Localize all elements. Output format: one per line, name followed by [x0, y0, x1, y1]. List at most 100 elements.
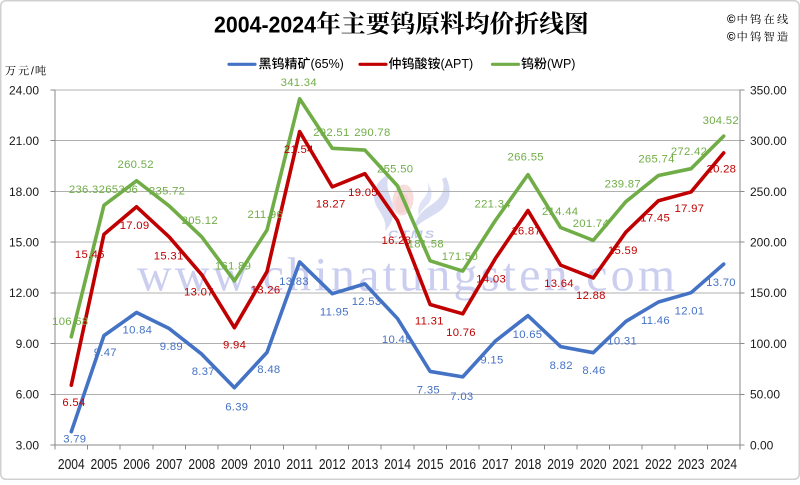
svg-text:20.28: 20.28 [707, 163, 737, 175]
svg-text:8.46: 8.46 [582, 365, 605, 377]
svg-text:2022: 2022 [645, 457, 672, 473]
svg-text:CTMS: CTMS [388, 229, 436, 241]
svg-text:21.54: 21.54 [284, 144, 314, 156]
svg-text:13.83: 13.83 [279, 276, 309, 288]
svg-text:10.84: 10.84 [123, 325, 153, 337]
svg-text:3.00: 3.00 [16, 438, 40, 452]
svg-text:2021: 2021 [612, 457, 639, 473]
svg-text:13.26: 13.26 [251, 284, 281, 296]
svg-text:15.00: 15.00 [9, 235, 39, 249]
svg-text:200.00: 200.00 [750, 235, 787, 249]
svg-text:9.00: 9.00 [16, 337, 40, 351]
svg-text:12.00: 12.00 [9, 286, 39, 300]
svg-text:13.70: 13.70 [706, 277, 736, 289]
svg-text:2006: 2006 [123, 457, 150, 473]
svg-text:18.27: 18.27 [316, 198, 346, 210]
svg-text:17.97: 17.97 [675, 203, 705, 215]
svg-text:2010: 2010 [254, 457, 281, 473]
svg-text:106.68: 106.68 [52, 316, 88, 328]
svg-text:304.52: 304.52 [703, 115, 739, 127]
svg-text:2009: 2009 [221, 457, 248, 473]
svg-text:10.48: 10.48 [382, 334, 412, 346]
svg-text:15.59: 15.59 [608, 245, 638, 257]
svg-text:17.09: 17.09 [120, 220, 150, 232]
svg-text:10.76: 10.76 [446, 327, 476, 339]
svg-text:2023: 2023 [678, 457, 705, 473]
svg-text:236.3265306: 236.3265306 [69, 184, 138, 196]
svg-text:8.48: 8.48 [257, 364, 280, 376]
svg-text:2016: 2016 [449, 457, 476, 473]
svg-text:2019: 2019 [547, 457, 574, 473]
svg-text:12.88: 12.88 [576, 290, 606, 302]
svg-text:10.65: 10.65 [513, 329, 543, 341]
svg-text:13.64: 13.64 [544, 278, 574, 290]
svg-text:8.82: 8.82 [550, 360, 573, 372]
svg-text:250.00: 250.00 [750, 185, 787, 199]
svg-text:11.31: 11.31 [415, 316, 444, 328]
svg-text:15.31: 15.31 [154, 251, 184, 263]
svg-text:265.74: 265.74 [638, 153, 674, 165]
svg-text:171.50: 171.50 [442, 251, 478, 263]
svg-text:6.39: 6.39 [225, 401, 248, 413]
svg-text:(WP): (WP) [547, 57, 575, 71]
svg-text:6.54: 6.54 [62, 397, 85, 409]
svg-text:266.55: 266.55 [508, 151, 544, 163]
svg-text:17.45: 17.45 [640, 212, 670, 224]
svg-text:2011: 2011 [286, 457, 313, 473]
svg-text:8.37: 8.37 [192, 366, 215, 378]
svg-text:/: / [31, 66, 35, 78]
svg-text:205.12: 205.12 [182, 215, 218, 227]
svg-text:2004: 2004 [58, 457, 85, 473]
svg-text:2004-2024: 2004-2024 [214, 11, 316, 37]
svg-text:50.00: 50.00 [750, 388, 780, 402]
svg-text:7.03: 7.03 [450, 391, 473, 403]
svg-text:6.00: 6.00 [16, 388, 40, 402]
svg-text:2024: 2024 [710, 457, 737, 473]
svg-text:181.58: 181.58 [408, 239, 444, 251]
svg-text:201.74: 201.74 [573, 218, 609, 230]
svg-text:2012: 2012 [319, 457, 346, 473]
svg-text:272.42: 272.42 [671, 146, 707, 158]
svg-text:11.46: 11.46 [641, 315, 670, 327]
svg-text:12.53: 12.53 [352, 296, 382, 308]
svg-text:2020: 2020 [580, 457, 607, 473]
svg-text:150.00: 150.00 [750, 286, 787, 300]
svg-text:19.05: 19.05 [348, 187, 378, 199]
svg-text:9.47: 9.47 [94, 347, 117, 359]
svg-text:12.01: 12.01 [675, 306, 705, 318]
svg-text:18.00: 18.00 [9, 185, 39, 199]
svg-text:2015: 2015 [417, 457, 444, 473]
svg-text:9.94: 9.94 [223, 340, 246, 352]
svg-text:10.31: 10.31 [607, 336, 637, 348]
svg-text:161.89: 161.89 [215, 261, 251, 273]
svg-text:16.87: 16.87 [511, 226, 541, 238]
svg-text:2005: 2005 [91, 457, 118, 473]
svg-text:100.00: 100.00 [750, 337, 787, 351]
svg-text:2014: 2014 [384, 457, 411, 473]
svg-text:©: © [727, 14, 736, 26]
svg-text:7.35: 7.35 [417, 385, 440, 397]
svg-text:260.52: 260.52 [118, 159, 154, 171]
svg-text:235.72: 235.72 [149, 185, 185, 197]
svg-text:350.00: 350.00 [750, 83, 787, 97]
svg-text:290.78: 290.78 [354, 127, 390, 139]
svg-text:214.44: 214.44 [542, 206, 578, 218]
svg-text:9.89: 9.89 [160, 341, 183, 353]
svg-text:2018: 2018 [515, 457, 542, 473]
svg-text:341.34: 341.34 [281, 77, 317, 89]
svg-text:©: © [727, 32, 736, 44]
svg-text:9.15: 9.15 [480, 354, 503, 366]
svg-text:16.28: 16.28 [382, 235, 412, 247]
svg-text:(APT): (APT) [441, 57, 474, 71]
svg-text:15.46: 15.46 [75, 249, 105, 261]
svg-text:292.51: 292.51 [313, 127, 349, 139]
svg-text:255.50: 255.50 [377, 163, 413, 175]
svg-text:13.07: 13.07 [184, 286, 214, 298]
svg-text:2007: 2007 [156, 457, 183, 473]
svg-text:239.87: 239.87 [605, 179, 641, 191]
svg-text:300.00: 300.00 [750, 134, 787, 148]
svg-text:(65%): (65%) [311, 57, 344, 71]
svg-text:3.79: 3.79 [63, 434, 86, 446]
svg-text:21.00: 21.00 [9, 134, 39, 148]
svg-text:0.00: 0.00 [750, 438, 774, 452]
